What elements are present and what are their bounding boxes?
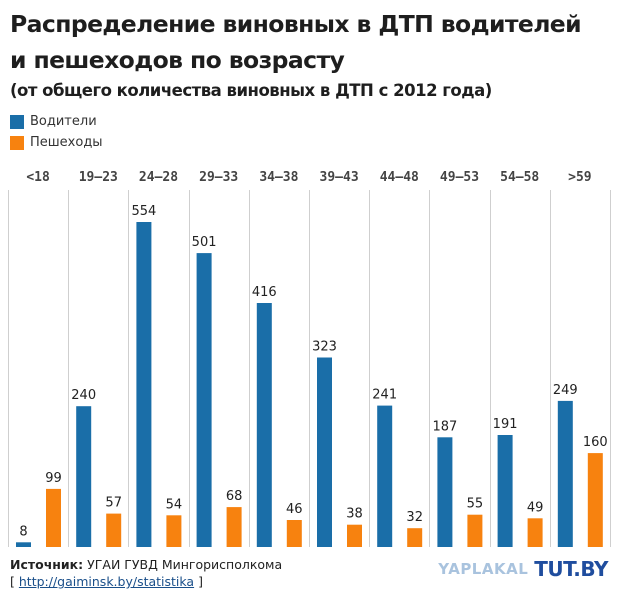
data-label-drivers: 240 xyxy=(71,388,96,403)
data-label-drivers: 191 xyxy=(493,417,518,432)
data-label-drivers: 501 xyxy=(192,235,217,250)
data-label-pedestrians: 99 xyxy=(45,471,62,486)
data-label-drivers: 554 xyxy=(131,204,156,219)
data-label-pedestrians: 55 xyxy=(467,497,484,512)
bar-pedestrians xyxy=(527,518,543,547)
source-line: Источник: УГАИ ГУВД Мингорисполкома xyxy=(10,556,282,573)
legend: Водители Пешеходы xyxy=(10,111,103,153)
data-label-pedestrians: 54 xyxy=(166,497,183,512)
bar-pedestrians xyxy=(407,528,423,547)
chart-title-line2: и пешеходов по возрасту xyxy=(10,46,345,74)
data-label-drivers: 416 xyxy=(252,285,277,300)
legend-item-drivers: Водители xyxy=(10,111,103,132)
watermark-tutby: TUT.BY xyxy=(534,557,608,581)
bar-chart: <18 19–23 24–28 29–33 34–38 39–43 44–48 49–53 54… xyxy=(8,170,611,547)
bar-drivers xyxy=(377,405,393,547)
source-label: Источник: xyxy=(10,557,84,572)
bar-pedestrians xyxy=(226,507,242,547)
bar-drivers xyxy=(557,400,573,547)
legend-item-pedestrians: Пешеходы xyxy=(10,132,103,153)
category-label: 49–53 xyxy=(440,170,479,185)
link-bracket-open: [ xyxy=(10,574,15,589)
bar-drivers xyxy=(16,542,31,547)
source-link[interactable]: http://gaiminsk.by/statistika xyxy=(18,574,195,589)
data-label-drivers: 187 xyxy=(432,419,457,434)
source-text: УГАИ ГУВД Мингорисполкома xyxy=(87,557,283,572)
watermarks: YAPLAKAL TUT.BY xyxy=(438,557,608,581)
bar-pedestrians xyxy=(286,520,302,547)
bar-drivers xyxy=(136,222,152,547)
source-block: Источник: УГАИ ГУВД Мингорисполкома [ ht… xyxy=(10,556,282,590)
bar-drivers xyxy=(76,406,92,547)
data-label-pedestrians: 49 xyxy=(527,500,544,515)
category-label: 29–33 xyxy=(199,170,238,185)
data-label-pedestrians: 57 xyxy=(105,496,122,511)
legend-label-pedestrians: Пешеходы xyxy=(30,135,103,150)
category-label: 39–43 xyxy=(320,170,359,185)
chart-title-line1: Распределение виновных в ДТП водителей xyxy=(10,10,582,38)
data-label-drivers: 323 xyxy=(312,340,337,355)
chart-subtitle: (от общего количества виновных в ДТП с 2… xyxy=(10,81,492,100)
bar-drivers xyxy=(196,253,212,547)
bar-pedestrians xyxy=(587,453,603,547)
legend-label-drivers: Водители xyxy=(30,114,97,129)
data-label-drivers: 241 xyxy=(372,388,397,403)
data-label-drivers: 249 xyxy=(553,383,578,398)
category-label: 54–58 xyxy=(500,170,539,185)
bar-pedestrians xyxy=(106,513,122,547)
category-label: 34–38 xyxy=(259,170,298,185)
category-label: 24–28 xyxy=(139,170,178,185)
data-label-pedestrians: 160 xyxy=(583,435,608,450)
bar-drivers xyxy=(437,437,453,547)
category-label: <18 xyxy=(26,170,50,185)
category-label: 44–48 xyxy=(380,170,419,185)
link-line: [ http://gaiminsk.by/statistika ] xyxy=(10,573,282,590)
legend-swatch-pedestrians xyxy=(10,135,24,150)
data-label-drivers: 8 xyxy=(19,524,27,539)
watermark-yaplakal: YAPLAKAL xyxy=(438,560,529,578)
bar-drivers xyxy=(317,357,332,547)
bar-pedestrians xyxy=(166,515,182,547)
bar-drivers xyxy=(256,303,272,547)
category-label: 19–23 xyxy=(79,170,118,185)
category-label: >59 xyxy=(568,170,591,185)
data-label-pedestrians: 32 xyxy=(406,510,423,525)
bar-pedestrians xyxy=(347,524,362,547)
data-label-pedestrians: 46 xyxy=(286,502,303,517)
bar-pedestrians xyxy=(467,514,483,547)
link-bracket-close: ] xyxy=(198,574,203,589)
bar-pedestrians xyxy=(46,488,61,547)
legend-swatch-drivers xyxy=(10,114,24,129)
data-label-pedestrians: 38 xyxy=(346,507,363,522)
bar-drivers xyxy=(497,435,513,547)
data-label-pedestrians: 68 xyxy=(226,489,243,504)
